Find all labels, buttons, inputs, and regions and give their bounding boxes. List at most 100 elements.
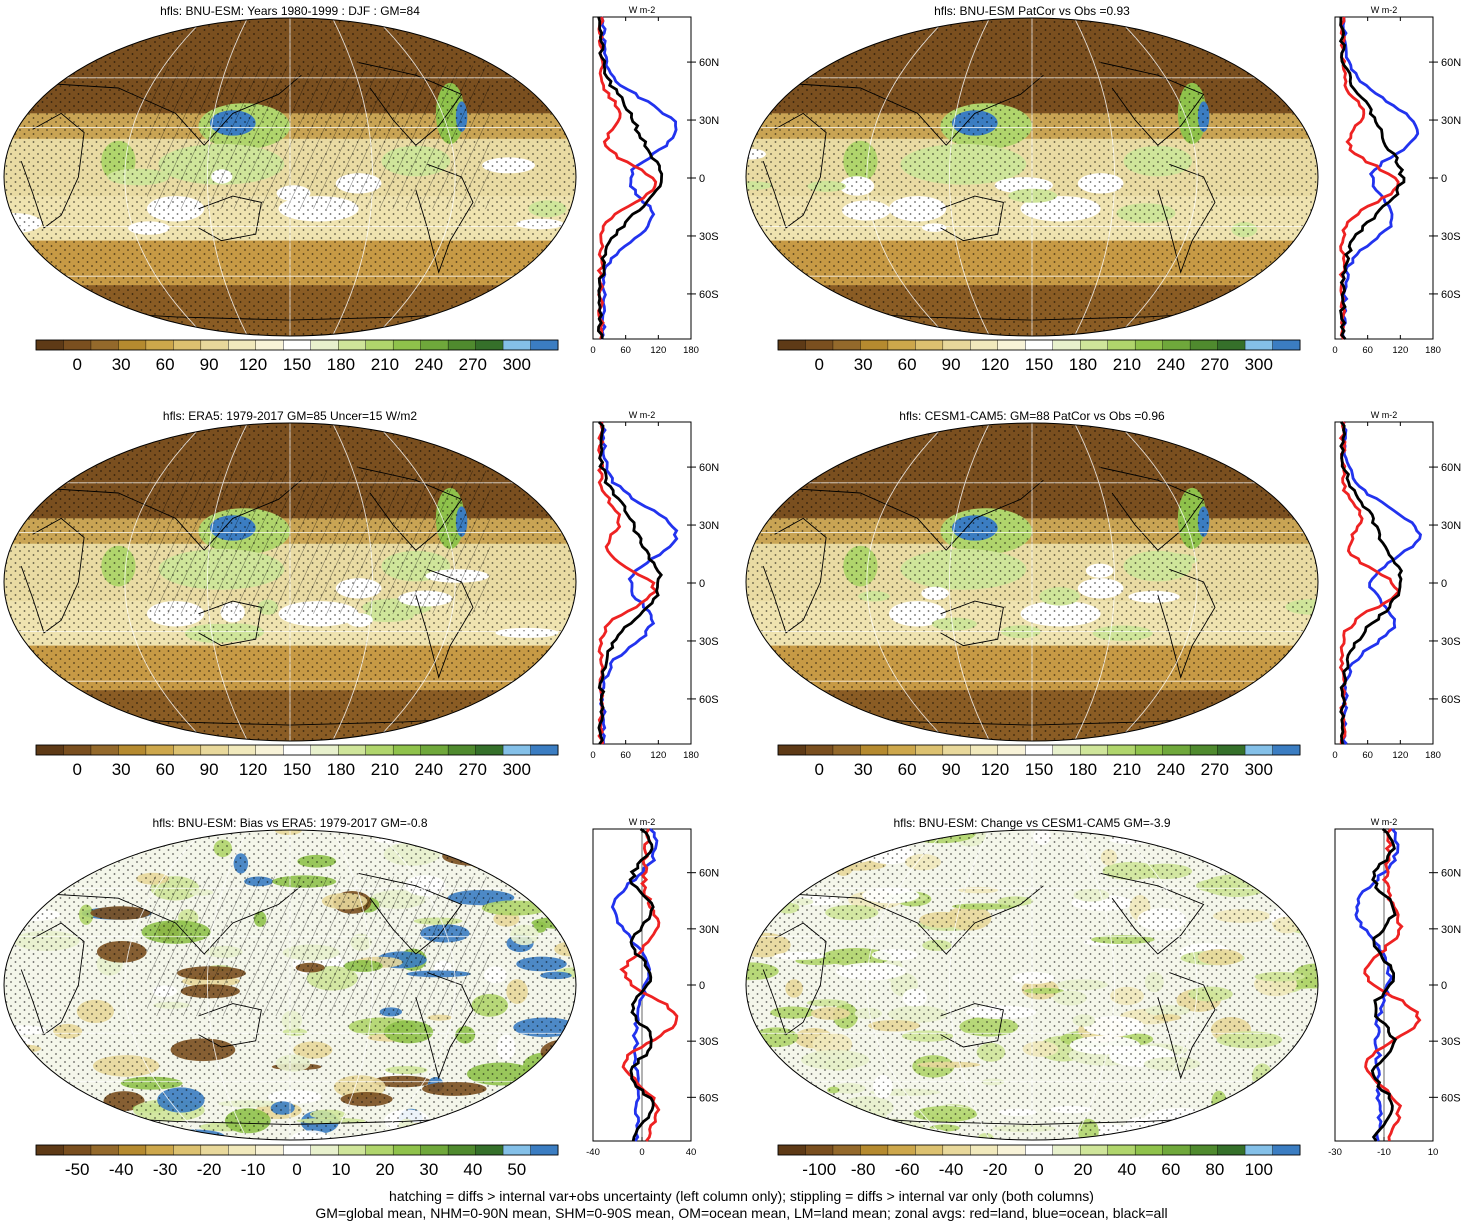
zonal-x-tick-label: 60 — [620, 345, 631, 356]
colorbar-tick-label: 270 — [1201, 760, 1229, 779]
colorbar-tick-label: 180 — [1069, 355, 1097, 374]
zonal-land-curve — [1363, 828, 1422, 1142]
colorbar-tick-label: -80 — [851, 1160, 876, 1179]
zonal-lat-label: 30N — [1441, 520, 1461, 532]
zonal-x-tick-label: 0 — [590, 750, 595, 761]
colorbar-tick-label: 10 — [331, 1160, 350, 1179]
zonal-units-label: W m-2 — [629, 817, 656, 827]
colorbar-tick-label: 180 — [1069, 760, 1097, 779]
colorbar-tick-label: 240 — [415, 760, 443, 779]
colorbar: 0 30 60 90 120 150 180 210 240 270 300 — [777, 339, 1301, 374]
zonal-ocean-curve — [1354, 828, 1400, 1142]
colorbar: -50 -40 -30 -20 -10 0 10 20 30 40 50 — [35, 1144, 559, 1179]
colorbar-tick-label: 270 — [1201, 355, 1229, 374]
zonal-x-tick-label: 0 — [1332, 345, 1337, 356]
colorbar-tick-label: 180 — [327, 355, 355, 374]
colorbar-tick-label: -20 — [197, 1160, 222, 1179]
colorbar-tick-label: 0 — [292, 1160, 301, 1179]
colorbar-tick-label: 60 — [156, 760, 175, 779]
panel-change: hfls: BNU-ESM: Change vs CESM1-CAM5 GM=-… — [742, 812, 1483, 1187]
map-outline — [3, 17, 577, 337]
map-outline — [3, 422, 577, 742]
colorbar-tick-label: 0 — [814, 355, 823, 374]
colorbar-tick-label: 300 — [503, 760, 531, 779]
zonal-lat-label: 30N — [1441, 924, 1461, 936]
colorbar-tick-label: 270 — [459, 760, 487, 779]
zonal-land-curve — [1338, 421, 1401, 745]
zonal-lat-label: 60S — [699, 289, 719, 301]
zonal-x-tick-label: 120 — [1392, 345, 1408, 356]
panel-model-patcor: hfls: BNU-ESM PatCor vs Obs =0.93 0 30 60 90… — [742, 0, 1483, 390]
colorbar-tick-label: 30 — [112, 760, 131, 779]
colorbar-tick-label: 300 — [1245, 760, 1273, 779]
zonal-lat-label: 60N — [699, 462, 719, 474]
zonal-all-curve — [1339, 421, 1404, 745]
colorbar: 0 30 60 90 120 150 180 210 240 270 300 — [35, 744, 559, 779]
colorbar-tick-label: 120 — [239, 355, 267, 374]
zonal-lat-label: 60S — [699, 1092, 719, 1104]
colorbar-tick-label: 0 — [72, 355, 81, 374]
colorbar-tick-label: 270 — [459, 355, 487, 374]
colorbar-tick-label: 60 — [156, 355, 175, 374]
zonal-lat-label: 60S — [1441, 694, 1461, 706]
colorbar-tick-label: 120 — [981, 355, 1009, 374]
zonal-lat-label: 60N — [1441, 868, 1461, 880]
colorbar-tick-label: 150 — [1025, 760, 1053, 779]
colorbar-tick-label: 20 — [1073, 1160, 1092, 1179]
zonal-lat-label: 30S — [1441, 636, 1461, 648]
colorbar-tick-label: 180 — [327, 760, 355, 779]
colorbar-tick-label: 90 — [942, 355, 961, 374]
colorbar-tick-label: 240 — [1157, 355, 1185, 374]
zonal-lat-label: 60N — [1441, 462, 1461, 474]
zonal-lat-label: 30N — [699, 520, 719, 532]
colorbar-tick-label: 80 — [1205, 1160, 1224, 1179]
zonal-lat-label: 0 — [699, 173, 705, 185]
map-field — [746, 18, 1318, 336]
zonal-mean-plot: W m-2 60N 30N 0 30S 60S 0 60 120 180 — [590, 410, 719, 761]
colorbar-tick-label: 50 — [507, 1160, 526, 1179]
zonal-lat-label: 60N — [1441, 57, 1461, 69]
footer-note-1: hatching = diffs > internal var+obs unce… — [389, 1188, 1094, 1204]
zonal-x-tick-label: 0 — [590, 345, 595, 356]
map-field — [4, 423, 576, 741]
colorbar-tick-label: 210 — [371, 760, 399, 779]
map-outline — [745, 17, 1319, 337]
panel-model-climatology: hfls: BNU-ESM: Years 1980-1999 : DJF : G… — [0, 0, 740, 390]
panel-graphic: 0 30 60 90 120 150 180 210 240 270 300 W m-2 60N 30N 0… — [745, 410, 1461, 779]
panel-graphic: 0 30 60 90 120 150 180 210 240 270 300 W m-2 60N 30N 0… — [3, 5, 719, 374]
zonal-units-label: W m-2 — [1371, 817, 1398, 827]
zonal-mean-plot: W m-2 60N 30N 0 30S 60S 0 60 120 180 — [590, 5, 719, 356]
zonal-x-tick-label: 180 — [1425, 750, 1441, 761]
panel-graphic: -100 -80 -60 -40 -20 0 20 40 60 80 100 W m-2 60N 30N 0… — [745, 817, 1461, 1179]
colorbar-tick-label: 300 — [1245, 355, 1273, 374]
zonal-units-label: W m-2 — [629, 5, 656, 15]
zonal-x-tick-label: 120 — [650, 345, 666, 356]
colorbar-tick-label: 210 — [1113, 355, 1141, 374]
map-title: hfls: BNU-ESM PatCor vs Obs =0.93 — [934, 4, 1130, 18]
zonal-lat-label: 60S — [1441, 1092, 1461, 1104]
colorbar-tick-label: 60 — [898, 355, 917, 374]
map-outline — [745, 829, 1319, 1141]
zonal-x-tick-label: 60 — [620, 750, 631, 761]
colorbar-tick-label: 240 — [415, 355, 443, 374]
zonal-x-tick-label: 180 — [683, 750, 699, 761]
colorbar-tick-label: 150 — [283, 760, 311, 779]
zonal-lat-label: 30S — [699, 636, 719, 648]
colorbar-tick-label: 20 — [375, 1160, 394, 1179]
zonal-units-label: W m-2 — [1371, 5, 1398, 15]
zonal-x-tick-label: -40 — [586, 1147, 600, 1158]
colorbar-tick-label: 30 — [854, 355, 873, 374]
colorbar-tick-label: -10 — [241, 1160, 266, 1179]
zonal-x-tick-label: 180 — [683, 345, 699, 356]
zonal-lat-label: 0 — [699, 980, 705, 992]
map-title: hfls: BNU-ESM: Bias vs ERA5: 1979-2017 G… — [152, 816, 428, 830]
map-outline — [745, 422, 1319, 742]
colorbar-tick-label: 90 — [200, 760, 219, 779]
map-field — [746, 423, 1318, 741]
zonal-lat-label: 30S — [1441, 231, 1461, 243]
colorbar-tick-label: -30 — [153, 1160, 178, 1179]
zonal-all-curve — [1338, 16, 1406, 340]
colorbar-tick-label: 100 — [1245, 1160, 1273, 1179]
zonal-lat-label: 0 — [1441, 173, 1447, 185]
zonal-mean-plot: W m-2 60N 30N 0 30S 60S 0 60 120 180 — [1332, 410, 1461, 761]
